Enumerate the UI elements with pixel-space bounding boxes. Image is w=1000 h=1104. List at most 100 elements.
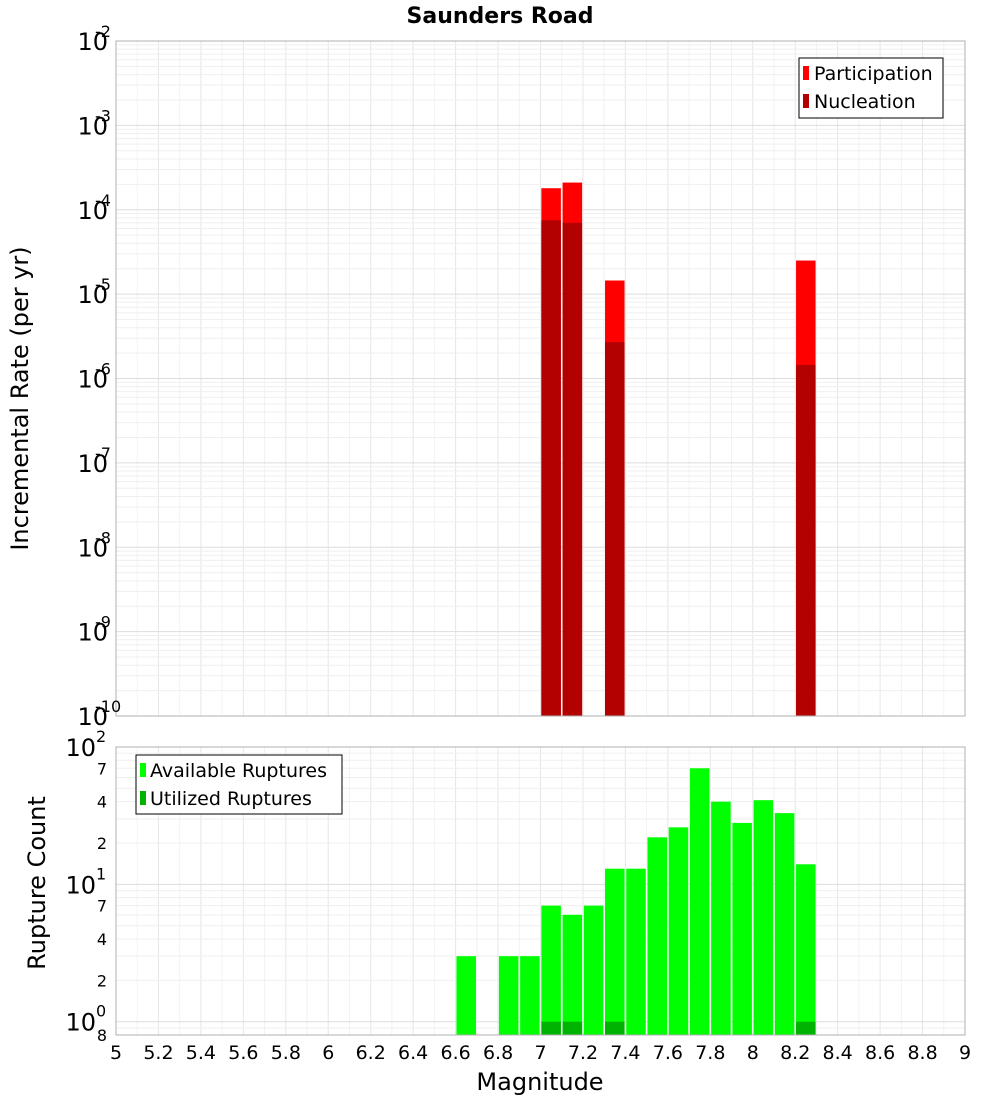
x-tick-label: 5.8 — [271, 1042, 301, 1064]
x-tick-label: 5.6 — [228, 1042, 258, 1064]
y-tick-exponent: 0 — [96, 1002, 106, 1021]
x-tick-label: 7.6 — [653, 1042, 683, 1064]
x-tick-label: 7.2 — [568, 1042, 598, 1064]
y-minor-tick-label: 4 — [97, 930, 107, 949]
available-ruptures-bar — [689, 768, 710, 1035]
x-tick-label: 8.2 — [780, 1042, 810, 1064]
nucleation-bar — [796, 364, 816, 716]
utilized-ruptures-bar — [605, 1021, 625, 1035]
legend-swatch — [803, 66, 809, 80]
y-tick-base: 10 — [77, 281, 108, 309]
plot-border-bottom — [115, 746, 966, 1036]
x-tick-label: 7.4 — [610, 1042, 640, 1064]
x-tick-label: 8.4 — [823, 1042, 853, 1064]
legend-swatch — [140, 763, 146, 777]
available-ruptures-bar — [456, 956, 476, 1035]
x-tick-label: 5 — [110, 1042, 122, 1064]
plot-border-top — [115, 40, 966, 717]
y-tick-base: 10 — [77, 197, 108, 225]
x-tick-label: 5.4 — [186, 1042, 216, 1064]
x-tick-label: 9 — [959, 1042, 971, 1064]
y-tick-exponent: 1 — [96, 864, 106, 883]
y-tick-exponent: -5 — [95, 275, 111, 294]
utilized-ruptures-bar — [562, 1021, 583, 1035]
y-tick-label: 10-4 — [77, 191, 111, 225]
x-tick-label: 8.8 — [907, 1042, 937, 1064]
y-tick-base: 10 — [77, 112, 108, 140]
legend-box — [798, 57, 944, 119]
y-tick-label: 10 1 — [65, 864, 106, 899]
x-tick-label: 6.8 — [483, 1042, 513, 1064]
nucleation-bar — [605, 342, 625, 716]
y-tick-label: 10-2 — [77, 22, 111, 56]
y-minor-tick-label: 2 — [97, 971, 107, 990]
available-ruptures-bar — [796, 864, 816, 1035]
y-tick-base: 10 — [77, 28, 108, 56]
legend-swatch — [803, 94, 809, 108]
y-tick-label: 10-8 — [77, 528, 111, 562]
y-tick-exponent: -4 — [95, 191, 111, 210]
available-ruptures-bar — [583, 905, 604, 1035]
chart-title: Saunders Road — [407, 4, 594, 29]
legend-swatch — [140, 791, 146, 805]
utilized-ruptures-bar — [541, 1021, 561, 1035]
available-ruptures-bar — [774, 813, 795, 1035]
x-tick-label: 8 — [747, 1042, 759, 1064]
y-tick-label: 10-3 — [77, 106, 111, 140]
legend-label: Nucleation — [814, 91, 916, 113]
legend-label: Available Ruptures — [150, 760, 327, 782]
utilized-ruptures-bar — [796, 1021, 816, 1035]
nucleation-bar — [562, 222, 583, 716]
y-minor-tick-label: 7 — [97, 759, 107, 778]
x-tick-label: 6.4 — [398, 1042, 428, 1064]
y-minor-tick-label: 8 — [97, 1026, 107, 1045]
y-axis-label-bottom: Rupture Count — [23, 796, 51, 970]
available-ruptures-bar — [647, 837, 668, 1035]
available-ruptures-bar — [605, 868, 625, 1035]
legend-bottom: Available Ruptures Utilized Ruptures — [135, 754, 343, 815]
available-ruptures-bar — [732, 822, 752, 1035]
y-tick-exponent: 2 — [96, 727, 106, 746]
x-axis-label: Magnitude — [476, 1068, 603, 1096]
y-tick-label: 10-9 — [77, 613, 111, 647]
y-tick-label: 10-10 — [77, 697, 121, 731]
available-ruptures-bar — [498, 956, 519, 1035]
available-ruptures-bar — [626, 868, 646, 1035]
y-tick-exponent: -3 — [95, 106, 111, 125]
x-tick-label: 7 — [534, 1042, 546, 1064]
y-tick-base: 10 — [77, 619, 108, 647]
y-tick-base: 10 — [65, 734, 96, 762]
y-tick-label: 10 0 — [65, 1002, 106, 1037]
x-tick-label: 8.6 — [865, 1042, 895, 1064]
x-tick-label: 6.6 — [440, 1042, 470, 1064]
y-tick-base: 10 — [77, 534, 108, 562]
y-minor-tick-label: 7 — [97, 897, 107, 916]
y-tick-base: 10 — [77, 366, 108, 394]
available-ruptures-bar — [753, 800, 774, 1035]
x-tick-label: 7.8 — [695, 1042, 725, 1064]
y-tick-exponent: -7 — [95, 444, 111, 463]
legend-box — [135, 754, 343, 815]
nucleation-bar — [541, 220, 561, 717]
legend-label: Participation — [814, 63, 933, 85]
y-minor-tick-label: 2 — [97, 834, 107, 853]
available-ruptures-bar — [541, 905, 561, 1035]
y-tick-exponent: -9 — [95, 613, 111, 632]
y-tick-base: 10 — [77, 450, 108, 478]
legend-label: Utilized Ruptures — [150, 788, 312, 810]
x-tick-label: 6 — [322, 1042, 334, 1064]
y-tick-exponent: -8 — [95, 528, 111, 547]
y-tick-label: 10-5 — [77, 275, 111, 309]
y-tick-label: 10-7 — [77, 444, 111, 478]
y-minor-tick-label: 4 — [97, 793, 107, 812]
y-tick-base: 10 — [77, 703, 108, 731]
y-tick-exponent: -2 — [95, 22, 111, 41]
y-tick-base: 10 — [65, 871, 96, 899]
y-tick-exponent: -6 — [95, 360, 111, 379]
y-tick-label: 10-6 — [77, 360, 111, 394]
y-tick-label: 10 2 — [65, 727, 106, 762]
x-tick-label: 6.2 — [356, 1042, 386, 1064]
y-tick-exponent: -10 — [95, 697, 121, 716]
